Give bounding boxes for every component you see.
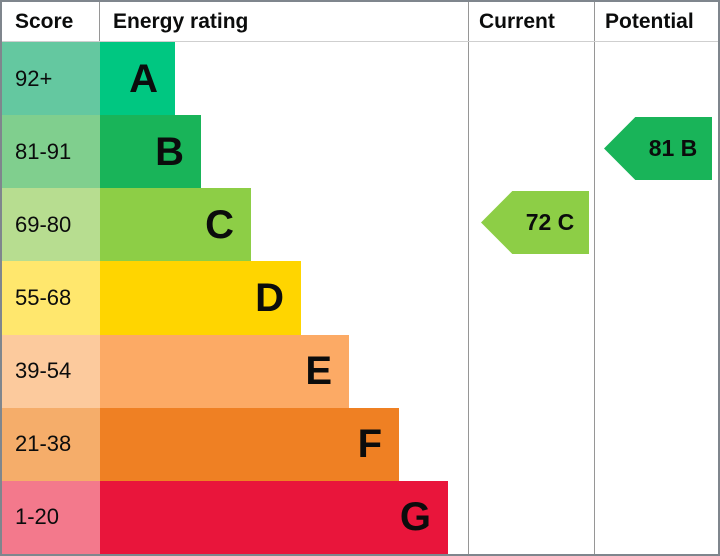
rating-row: 39-54 E xyxy=(2,334,718,408)
rating-rows: 92+ A 81-91 B 69-80 C 55-68 D 39-54 xyxy=(2,42,718,554)
column-divider-current xyxy=(468,2,469,554)
score-range: 81-91 xyxy=(2,115,100,189)
rating-band-letter: F xyxy=(357,422,382,467)
score-range: 69-80 xyxy=(2,188,100,262)
header-potential: Potential xyxy=(605,9,694,33)
rating-band-letter: E xyxy=(305,349,332,394)
rating-band-bar: F xyxy=(100,407,399,481)
column-divider-potential xyxy=(594,2,595,554)
header-score: Score xyxy=(2,2,100,41)
score-range: 39-54 xyxy=(2,334,100,408)
score-range: 1-20 xyxy=(2,480,100,554)
header-current: Current xyxy=(479,9,555,33)
rating-row: 69-80 C xyxy=(2,188,718,262)
rating-band-bar: E xyxy=(100,334,349,408)
rating-band-letter: G xyxy=(399,495,431,540)
rating-band-bar: C xyxy=(100,188,251,262)
rating-band-letter: D xyxy=(255,275,284,320)
chart-header: Score Energy rating Current Potential xyxy=(2,2,718,42)
rating-band-bar: G xyxy=(100,480,448,554)
rating-row: 55-68 D xyxy=(2,261,718,335)
rating-band-bar: A xyxy=(100,42,175,116)
score-range: 92+ xyxy=(2,42,100,116)
rating-band-bar: B xyxy=(100,115,201,189)
rating-band-letter: B xyxy=(155,129,184,174)
rating-row: 21-38 F xyxy=(2,407,718,481)
rating-row: 92+ A xyxy=(2,42,718,116)
score-range: 21-38 xyxy=(2,407,100,481)
score-range: 55-68 xyxy=(2,261,100,335)
rating-row: 81-91 B xyxy=(2,115,718,189)
rating-row: 1-20 G xyxy=(2,480,718,554)
header-energy-rating: Energy rating xyxy=(113,9,249,33)
rating-band-letter: C xyxy=(205,202,234,247)
rating-band-bar: D xyxy=(100,261,301,335)
rating-band-letter: A xyxy=(129,56,158,101)
